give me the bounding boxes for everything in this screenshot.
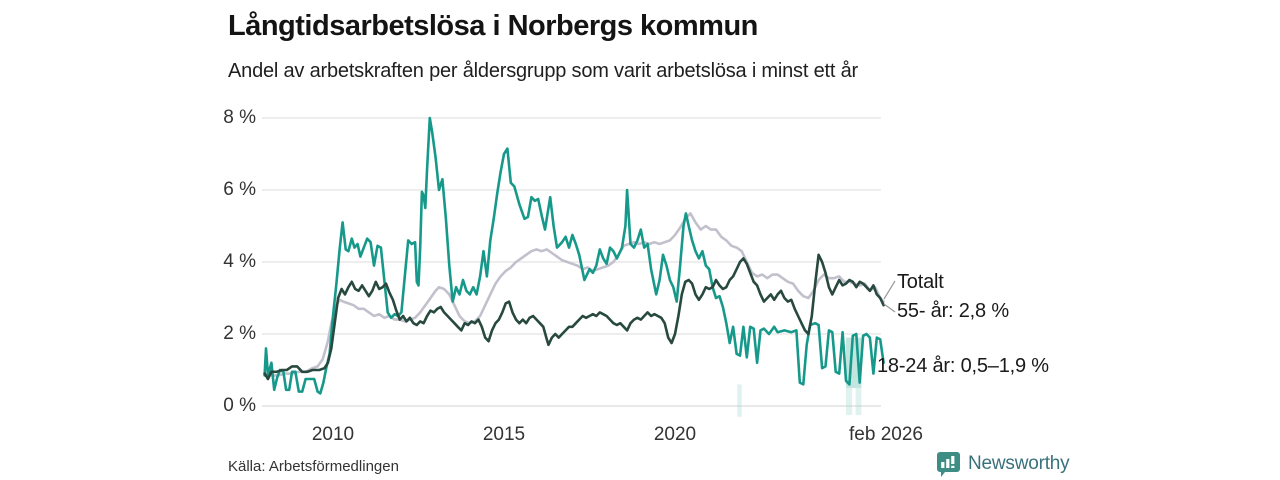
- annotation-totalt: Totalt: [897, 271, 944, 293]
- annotation-55-ar: 55- år: 2,8 %: [897, 300, 1009, 322]
- annotation-18-24-ar: 18-24 år: 0,5–1,9 %: [877, 355, 1049, 377]
- y-tick-6: 6 %: [223, 179, 256, 200]
- y-tick-8: 8 %: [223, 107, 256, 128]
- x-tick-2015: 2015: [482, 424, 526, 445]
- newsworthy-branding: Newsworthy: [936, 451, 1070, 477]
- x-tick-2020: 2020: [653, 424, 697, 445]
- newsworthy-wordmark: Newsworthy: [968, 453, 1070, 474]
- page-title: Långtidsarbetslösa i Norbergs kommun: [228, 10, 758, 42]
- chart-subtitle: Andel av arbetskraften per åldersgrupp s…: [228, 60, 858, 82]
- y-tick-0: 0 %: [223, 395, 256, 416]
- y-tick-2: 2 %: [223, 323, 256, 344]
- source-note: Källa: Arbetsförmedlingen: [228, 458, 399, 475]
- y-tick-4: 4 %: [223, 251, 256, 272]
- newsworthy-speech-bubble-bar-chart-icon: [937, 452, 960, 477]
- x-tick-feb-2026: feb 2026: [849, 424, 923, 445]
- x-tick-2010: 2010: [311, 424, 355, 445]
